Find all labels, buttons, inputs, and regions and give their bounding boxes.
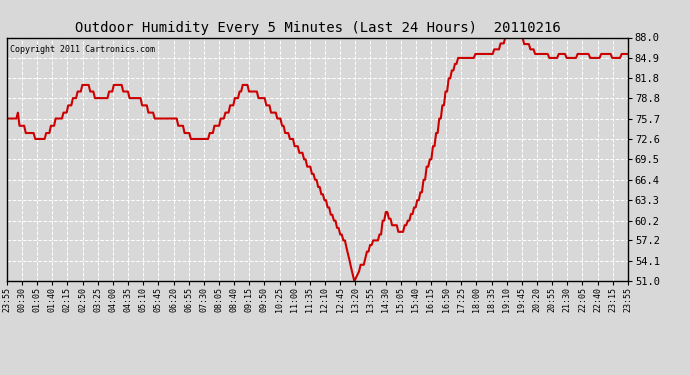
Text: Copyright 2011 Cartronics.com: Copyright 2011 Cartronics.com: [10, 45, 155, 54]
Title: Outdoor Humidity Every 5 Minutes (Last 24 Hours)  20110216: Outdoor Humidity Every 5 Minutes (Last 2…: [75, 21, 560, 35]
